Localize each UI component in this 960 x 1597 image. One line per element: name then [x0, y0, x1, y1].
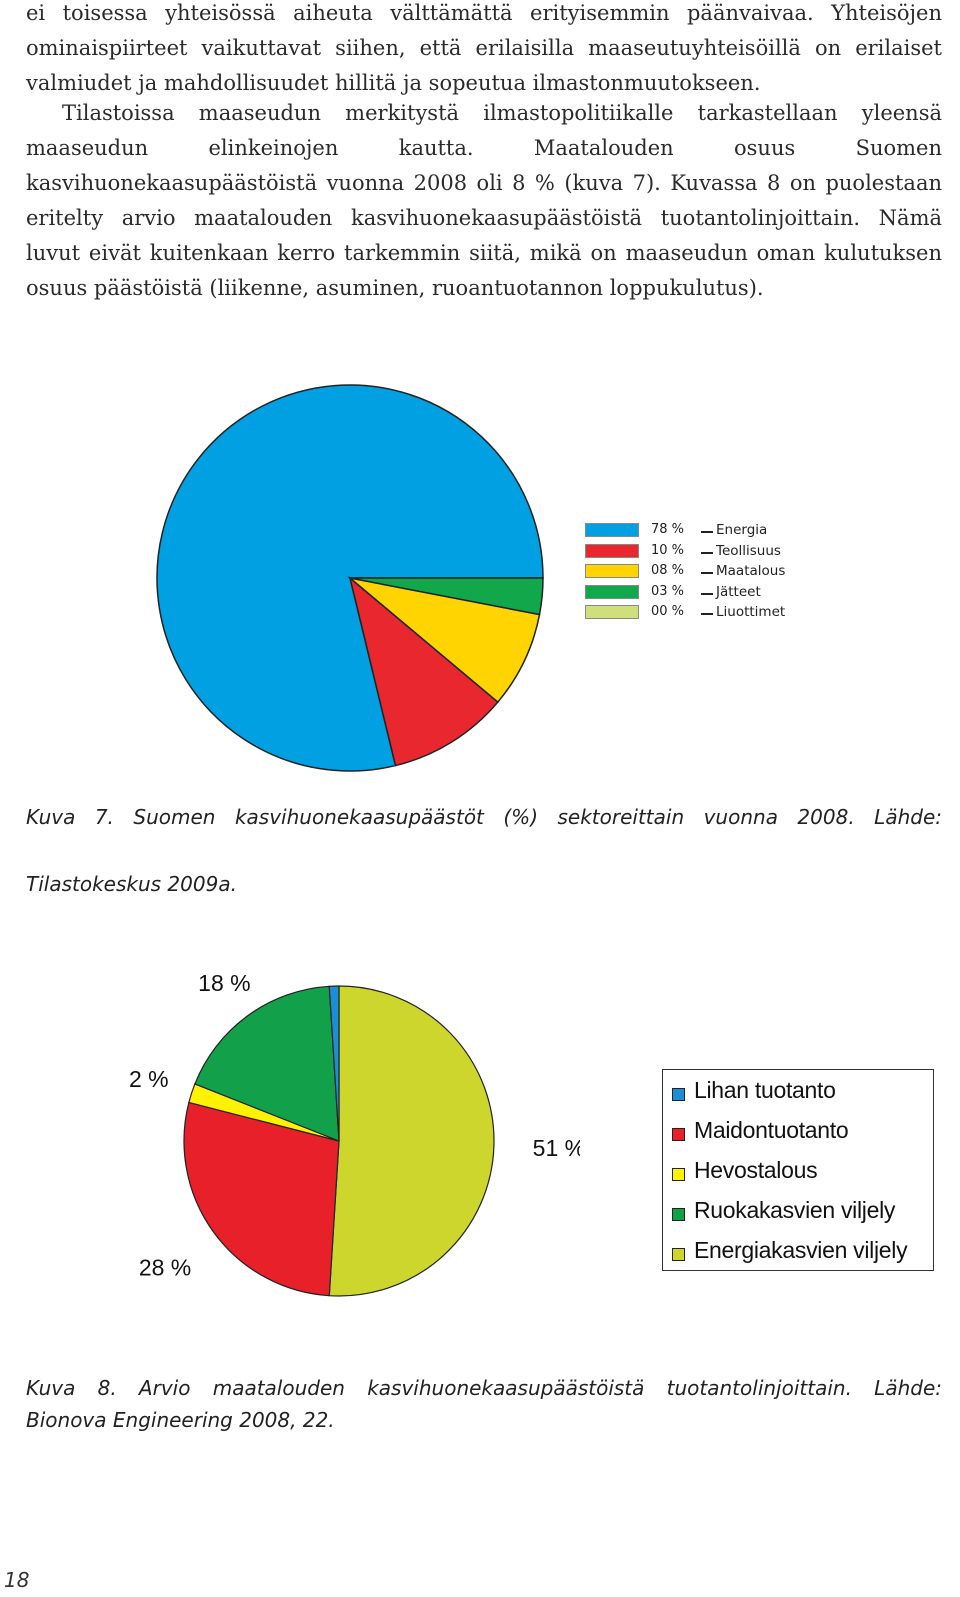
legend-dash — [701, 572, 713, 574]
legend-label: Hevostalous — [694, 1157, 818, 1183]
legend-item: 00 % Liuottimet — [585, 603, 815, 624]
legend-label: Jätteet — [716, 583, 761, 600]
legend-swatch — [585, 605, 639, 619]
legend-item: 78 % Energia — [585, 521, 815, 542]
legend-item: 08 % Maatalous — [585, 562, 815, 583]
legend-swatch — [672, 1128, 685, 1141]
figure8-legend: Lihan tuotanto Maidontuotanto Hevostalou… — [662, 1069, 934, 1271]
legend-percent: 03 % — [651, 583, 685, 599]
legend-dash — [701, 531, 713, 533]
pie-slice-lihan-tuotanto — [328, 985, 340, 1142]
figure8-pie-chart: 51 % 28 % 2 % 18 % 1 % — [129, 965, 580, 1297]
legend-label: Teollisuus — [716, 542, 781, 559]
legend-label: Maidontuotanto — [694, 1117, 849, 1143]
legend-item: Lihan tuotanto — [663, 1073, 933, 1113]
pie-slice-ruokakasvien-viljely — [194, 985, 340, 1142]
pie-slice-energia — [156, 384, 544, 772]
legend-percent: 10 % — [651, 542, 685, 558]
pie-slice-energiakasvien-viljely — [328, 985, 495, 1297]
figure7-pie-chart — [156, 384, 544, 772]
legend-item: Maidontuotanto — [663, 1113, 933, 1153]
pie-data-label: 28 % — [139, 1254, 191, 1280]
pie-data-label: 1 % — [313, 965, 353, 969]
legend-swatch — [672, 1168, 685, 1181]
legend-label: Maatalous — [716, 563, 786, 579]
legend-percent: 08 % — [651, 563, 685, 578]
legend-percent: 78 % — [651, 522, 685, 537]
figure7-caption: Kuva 7. Suomen kasvihuonekaasupäästöt (%… — [26, 805, 942, 829]
legend-item: 10 % Teollisuus — [585, 542, 815, 563]
legend-label: Liuottimet — [716, 604, 786, 620]
legend-swatch — [585, 584, 639, 599]
paragraph-2: Tilastoissa maaseudun merkitystä ilmasto… — [26, 101, 942, 300]
legend-label: Energiakasvien viljely — [694, 1237, 908, 1263]
legend-dash — [701, 613, 713, 615]
pie-slice-maidontuotanto — [183, 1101, 340, 1297]
legend-dash — [701, 551, 713, 554]
legend-swatch — [585, 543, 639, 558]
legend-swatch — [585, 523, 639, 537]
paragraph-1: ei toisessa yhteisössä aiheuta välttämät… — [26, 1, 942, 95]
figure7-caption-source: Tilastokeskus 2009a. — [26, 872, 237, 896]
figure8-caption-source: Bionova Engineering 2008, 22. — [26, 1408, 335, 1432]
legend-item: 03 % Jätteet — [585, 583, 815, 604]
pie-slice-maatalous — [347, 576, 541, 704]
page-number: 18 — [4, 1568, 30, 1592]
legend-dash — [701, 592, 713, 595]
legend-label: Ruokakasvien viljely — [694, 1197, 896, 1223]
legend-swatch — [672, 1248, 685, 1261]
legend-swatch — [585, 564, 639, 578]
figure7-legend: 78 % Energia 10 % Teollisuus 08 % Maatal… — [585, 521, 815, 624]
legend-label: Lihan tuotanto — [694, 1077, 836, 1103]
legend-swatch — [672, 1088, 685, 1101]
figure8-caption: Kuva 8. Arvio maatalouden kasvihuonekaas… — [26, 1376, 942, 1400]
legend-item: Energiakasvien viljely — [663, 1233, 933, 1273]
legend-item: Ruokakasvien viljely — [663, 1193, 933, 1233]
pie-slice-teollisuus — [348, 575, 499, 767]
legend-percent: 00 % — [651, 604, 685, 619]
legend-label: Energia — [716, 522, 768, 538]
pie-data-label: 18 % — [198, 970, 250, 996]
pie-slice-jätteet — [349, 577, 544, 616]
legend-swatch — [672, 1208, 685, 1221]
legend-item: Hevostalous — [663, 1153, 933, 1193]
pie-data-label: 51 % — [533, 1135, 580, 1161]
pie-data-label: 2 % — [129, 1066, 169, 1092]
